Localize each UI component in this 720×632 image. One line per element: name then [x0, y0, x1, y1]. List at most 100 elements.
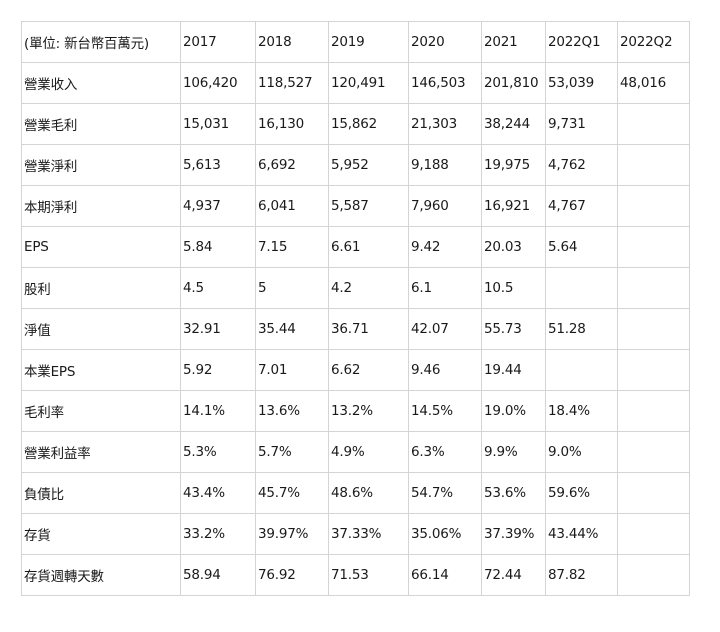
table-cell: 106,420 — [180, 62, 256, 104]
table-cell: 21,303 — [408, 103, 482, 145]
table-row: 存貨 33.2% 39.97% 37.33% 35.06% 37.39% 43.44% — [21, 513, 690, 555]
table-row: 本業EPS 5.92 7.01 6.62 9.46 19.44 — [21, 349, 690, 391]
year-header-cell: 2022Q2 — [617, 21, 690, 63]
table-cell: 9,188 — [408, 144, 482, 186]
table-cell: 14.1% — [180, 390, 256, 432]
table-cell: 55.73 — [481, 308, 546, 350]
table-cell: 43.44% — [545, 513, 618, 555]
table-cell: 4,767 — [545, 185, 618, 227]
table-cell: 15,862 — [328, 103, 409, 145]
table-cell: 9,731 — [545, 103, 618, 145]
table-cell: 53,039 — [545, 62, 618, 104]
row-label-cell: 營業收入 — [21, 62, 181, 104]
table-cell: 59.6% — [545, 472, 618, 514]
table-cell: 35.44 — [255, 308, 329, 350]
table-header-row: (單位: 新台幣百萬元) 2017 2018 2019 2020 2021 2022Q1 20… — [21, 21, 690, 63]
table-cell: 120,491 — [328, 62, 409, 104]
table-cell: 10.5 — [481, 267, 546, 309]
table-cell: 19,975 — [481, 144, 546, 186]
table-cell: 38,244 — [481, 103, 546, 145]
table-cell — [545, 267, 618, 309]
row-label-cell: 營業淨利 — [21, 144, 181, 186]
unit-header-cell: (單位: 新台幣百萬元) — [21, 21, 181, 63]
row-label-cell: 存貨週轉天數 — [21, 554, 181, 596]
table-cell: 53.6% — [481, 472, 546, 514]
table-cell: 71.53 — [328, 554, 409, 596]
row-label-cell: 營業利益率 — [21, 431, 181, 473]
table-cell — [617, 144, 690, 186]
row-label-cell: 本期淨利 — [21, 185, 181, 227]
table-cell: 32.91 — [180, 308, 256, 350]
row-label-cell: 負債比 — [21, 472, 181, 514]
table-cell: 14.5% — [408, 390, 482, 432]
table-cell: 13.6% — [255, 390, 329, 432]
table-cell: 18.4% — [545, 390, 618, 432]
table-cell: 5,613 — [180, 144, 256, 186]
table-row: EPS 5.84 7.15 6.61 9.42 20.03 5.64 — [21, 226, 690, 268]
table-row: 毛利率 14.1% 13.6% 13.2% 14.5% 19.0% 18.4% — [21, 390, 690, 432]
table-row: 股利 4.5 5 4.2 6.1 10.5 — [21, 267, 690, 309]
table-cell: 48.6% — [328, 472, 409, 514]
table-cell — [545, 349, 618, 391]
table-cell — [617, 185, 690, 227]
table-cell: 6,692 — [255, 144, 329, 186]
table-cell: 45.7% — [255, 472, 329, 514]
table-cell: 5.64 — [545, 226, 618, 268]
table-row: 營業淨利 5,613 6,692 5,952 9,188 19,975 4,762 — [21, 144, 690, 186]
year-header-cell: 2017 — [180, 21, 256, 63]
table-cell: 54.7% — [408, 472, 482, 514]
table-cell: 9.42 — [408, 226, 482, 268]
table-row: 負債比 43.4% 45.7% 48.6% 54.7% 53.6% 59.6% — [21, 472, 690, 514]
row-label-cell: 股利 — [21, 267, 181, 309]
table-cell: 76.92 — [255, 554, 329, 596]
table-cell: 6.1 — [408, 267, 482, 309]
table-cell — [617, 349, 690, 391]
row-label-cell: 淨值 — [21, 308, 181, 350]
table-cell: 19.0% — [481, 390, 546, 432]
table-cell: 9.46 — [408, 349, 482, 391]
table-cell: 118,527 — [255, 62, 329, 104]
row-label-cell: 本業EPS — [21, 349, 181, 391]
table-cell: 9.9% — [481, 431, 546, 473]
year-header-cell: 2021 — [481, 21, 546, 63]
table-cell: 16,921 — [481, 185, 546, 227]
table-cell: 20.03 — [481, 226, 546, 268]
table-cell: 37.39% — [481, 513, 546, 555]
table-cell: 4,762 — [545, 144, 618, 186]
row-label-cell: 毛利率 — [21, 390, 181, 432]
table-row: 本期淨利 4,937 6,041 5,587 7,960 16,921 4,767 — [21, 185, 690, 227]
table-cell — [617, 513, 690, 555]
table-cell: 7.15 — [255, 226, 329, 268]
table-cell: 13.2% — [328, 390, 409, 432]
table-cell: 4.5 — [180, 267, 256, 309]
table-cell — [617, 554, 690, 596]
table-cell: 19.44 — [481, 349, 546, 391]
table-cell — [617, 472, 690, 514]
table-cell — [617, 390, 690, 432]
table-cell: 48,016 — [617, 62, 690, 104]
table-cell: 6.3% — [408, 431, 482, 473]
table-cell — [617, 308, 690, 350]
table-cell: 5.92 — [180, 349, 256, 391]
table-cell: 35.06% — [408, 513, 482, 555]
table-cell: 87.82 — [545, 554, 618, 596]
table-cell: 146,503 — [408, 62, 482, 104]
year-header-cell: 2019 — [328, 21, 409, 63]
table-row: 營業收入 106,420 118,527 120,491 146,503 201,810 5… — [21, 62, 690, 104]
table-cell — [617, 431, 690, 473]
table-cell: 5 — [255, 267, 329, 309]
table-cell: 42.07 — [408, 308, 482, 350]
table-cell: 5,587 — [328, 185, 409, 227]
row-label-cell: 存貨 — [21, 513, 181, 555]
row-label-cell: EPS — [21, 226, 181, 268]
year-header-cell: 2020 — [408, 21, 482, 63]
table-cell: 6,041 — [255, 185, 329, 227]
table-row: 營業毛利 15,031 16,130 15,862 21,303 38,244 9,731 — [21, 103, 690, 145]
table-row: 淨值 32.91 35.44 36.71 42.07 55.73 51.28 — [21, 308, 690, 350]
table-cell: 4.9% — [328, 431, 409, 473]
financial-table-container: (單位: 新台幣百萬元) 2017 2018 2019 2020 2021 2022Q1 20… — [21, 21, 690, 596]
table-cell: 5,952 — [328, 144, 409, 186]
year-header-cell: 2022Q1 — [545, 21, 618, 63]
table-cell: 6.61 — [328, 226, 409, 268]
year-header-cell: 2018 — [255, 21, 329, 63]
